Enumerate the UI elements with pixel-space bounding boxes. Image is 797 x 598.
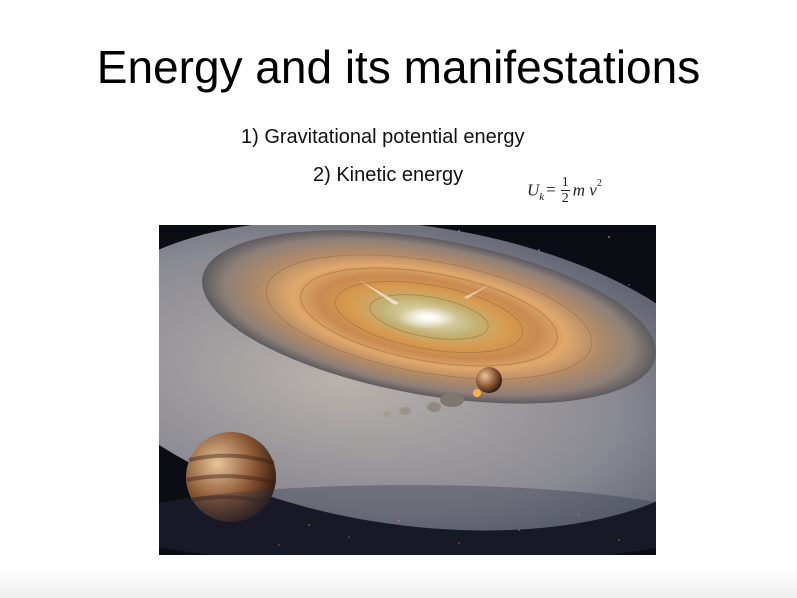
formula-symbol: U	[527, 180, 540, 200]
protoplanetary-disk-illustration	[159, 225, 656, 555]
dust-lane	[159, 485, 656, 555]
planetesimals	[383, 367, 502, 417]
formula-equals: =	[546, 180, 556, 200]
central-star	[397, 307, 457, 329]
formula-exponent: 2	[596, 178, 602, 190]
bullet-kinetic-energy: 2) Kinetic energy	[313, 164, 464, 186]
protoplanetary-disk-image	[159, 225, 656, 555]
formula-numerator: 1	[560, 175, 570, 191]
disk-rings	[265, 254, 593, 380]
comet-streak	[464, 285, 489, 299]
slide-title: Energy and its manifestations	[96, 41, 701, 93]
formula-subscript: k	[539, 191, 545, 204]
kinetic-energy-formula: Uk = 1 2 m v2	[527, 175, 602, 207]
formula-denominator: 2	[561, 191, 569, 206]
slide-bottom-shade	[0, 568, 797, 598]
bullet-gravitational-potential-energy: 1) Gravitational potential energy	[241, 126, 525, 148]
formula-variables: m v	[572, 180, 597, 200]
dust-sparkles	[278, 514, 620, 546]
gas-giant-planet	[186, 432, 277, 522]
comet-streak	[359, 280, 399, 305]
